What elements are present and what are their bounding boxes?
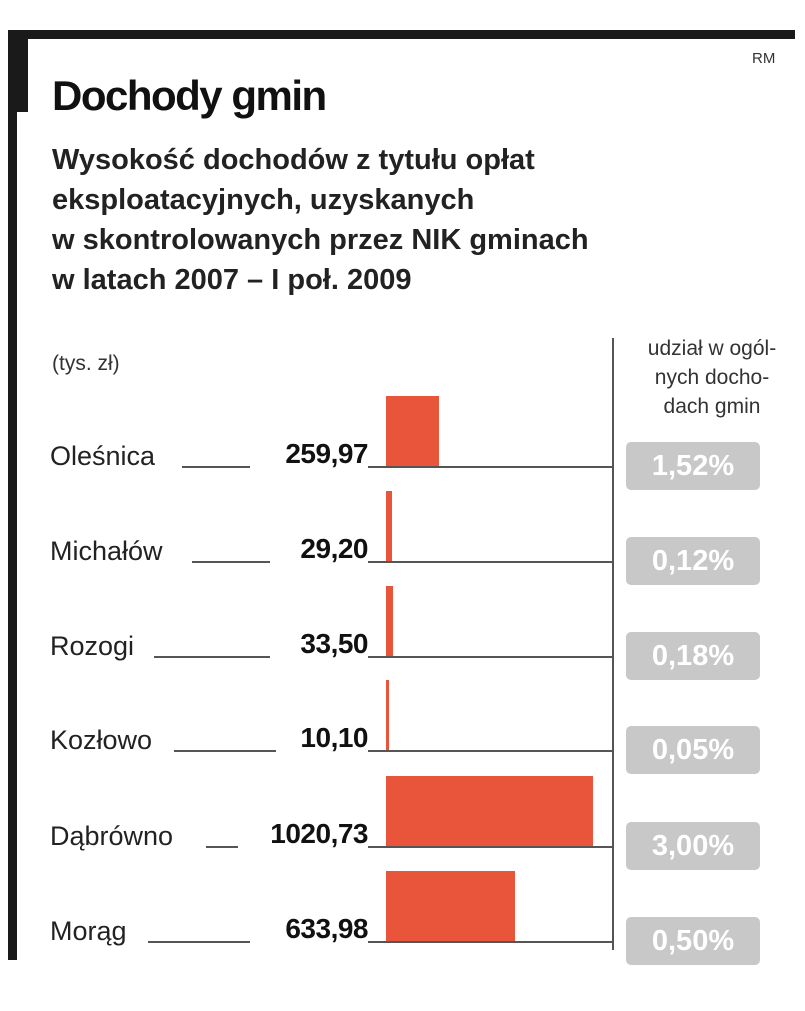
share-badge: 0,05% bbox=[626, 726, 760, 774]
unit-label: (tys. zł) bbox=[52, 352, 120, 375]
bar bbox=[386, 680, 389, 750]
share-badge: 3,00% bbox=[626, 822, 760, 870]
share-header-line-2: nych docho- bbox=[654, 366, 770, 389]
frame-left-rule bbox=[8, 30, 17, 960]
row-baseline bbox=[368, 656, 612, 658]
category-label: Morąg bbox=[50, 916, 127, 946]
share-column-divider bbox=[612, 338, 614, 950]
share-badge: 0,12% bbox=[626, 537, 760, 585]
value-label: 10,10 bbox=[300, 722, 368, 753]
leader-line bbox=[148, 941, 250, 943]
subtitle-line-2: eksploatacyjnych, uzyskanych bbox=[52, 184, 475, 216]
frame-corner-tab bbox=[8, 30, 28, 112]
share-badge: 0,18% bbox=[626, 632, 760, 680]
row-baseline bbox=[368, 750, 612, 752]
category-label: Oleśnica bbox=[50, 441, 156, 471]
value-label: 1020,73 bbox=[270, 818, 368, 849]
row-baseline bbox=[368, 846, 612, 848]
chart-subtitle: Wysokość dochodów z tytułu opłat eksploa… bbox=[52, 140, 792, 300]
row-baseline bbox=[368, 561, 612, 563]
category-label: Michałów bbox=[50, 536, 163, 566]
share-badge: 0,50% bbox=[626, 917, 760, 965]
value-label: 633,98 bbox=[285, 913, 368, 944]
chart-title: Dochody gmin bbox=[52, 72, 327, 119]
bar bbox=[386, 776, 593, 846]
subtitle-line-1: Wysokość dochodów z tytułu opłat bbox=[52, 144, 535, 176]
category-label: Kozłowo bbox=[50, 725, 153, 755]
bar bbox=[386, 491, 392, 561]
bar bbox=[386, 586, 393, 656]
share-column-header: udział w ogól- nych docho- dach gmin bbox=[627, 334, 797, 421]
leader-line bbox=[192, 561, 270, 563]
bar bbox=[386, 871, 515, 941]
subtitle-line-3: w skontrolowanych przez NIK gminach bbox=[52, 224, 589, 256]
row-baseline bbox=[368, 466, 612, 468]
leader-line bbox=[206, 846, 238, 848]
value-label: 29,20 bbox=[300, 533, 368, 564]
value-label: 259,97 bbox=[285, 438, 368, 469]
author-credit: RM bbox=[752, 50, 776, 67]
row-baseline bbox=[368, 941, 612, 943]
leader-line bbox=[174, 750, 276, 752]
share-header-line-1: udział w ogól- bbox=[647, 337, 777, 360]
share-badge: 1,52% bbox=[626, 442, 760, 490]
leader-line bbox=[182, 466, 250, 468]
leader-line bbox=[154, 656, 270, 658]
category-label: Dąbrówno bbox=[50, 821, 174, 851]
bar bbox=[386, 396, 439, 466]
category-label: Rozogi bbox=[50, 631, 135, 661]
value-label: 33,50 bbox=[300, 628, 368, 659]
frame-top-rule bbox=[8, 30, 795, 39]
subtitle-line-4: w latach 2007 – I poł. 2009 bbox=[52, 264, 412, 296]
share-header-line-3: dach gmin bbox=[663, 395, 761, 418]
